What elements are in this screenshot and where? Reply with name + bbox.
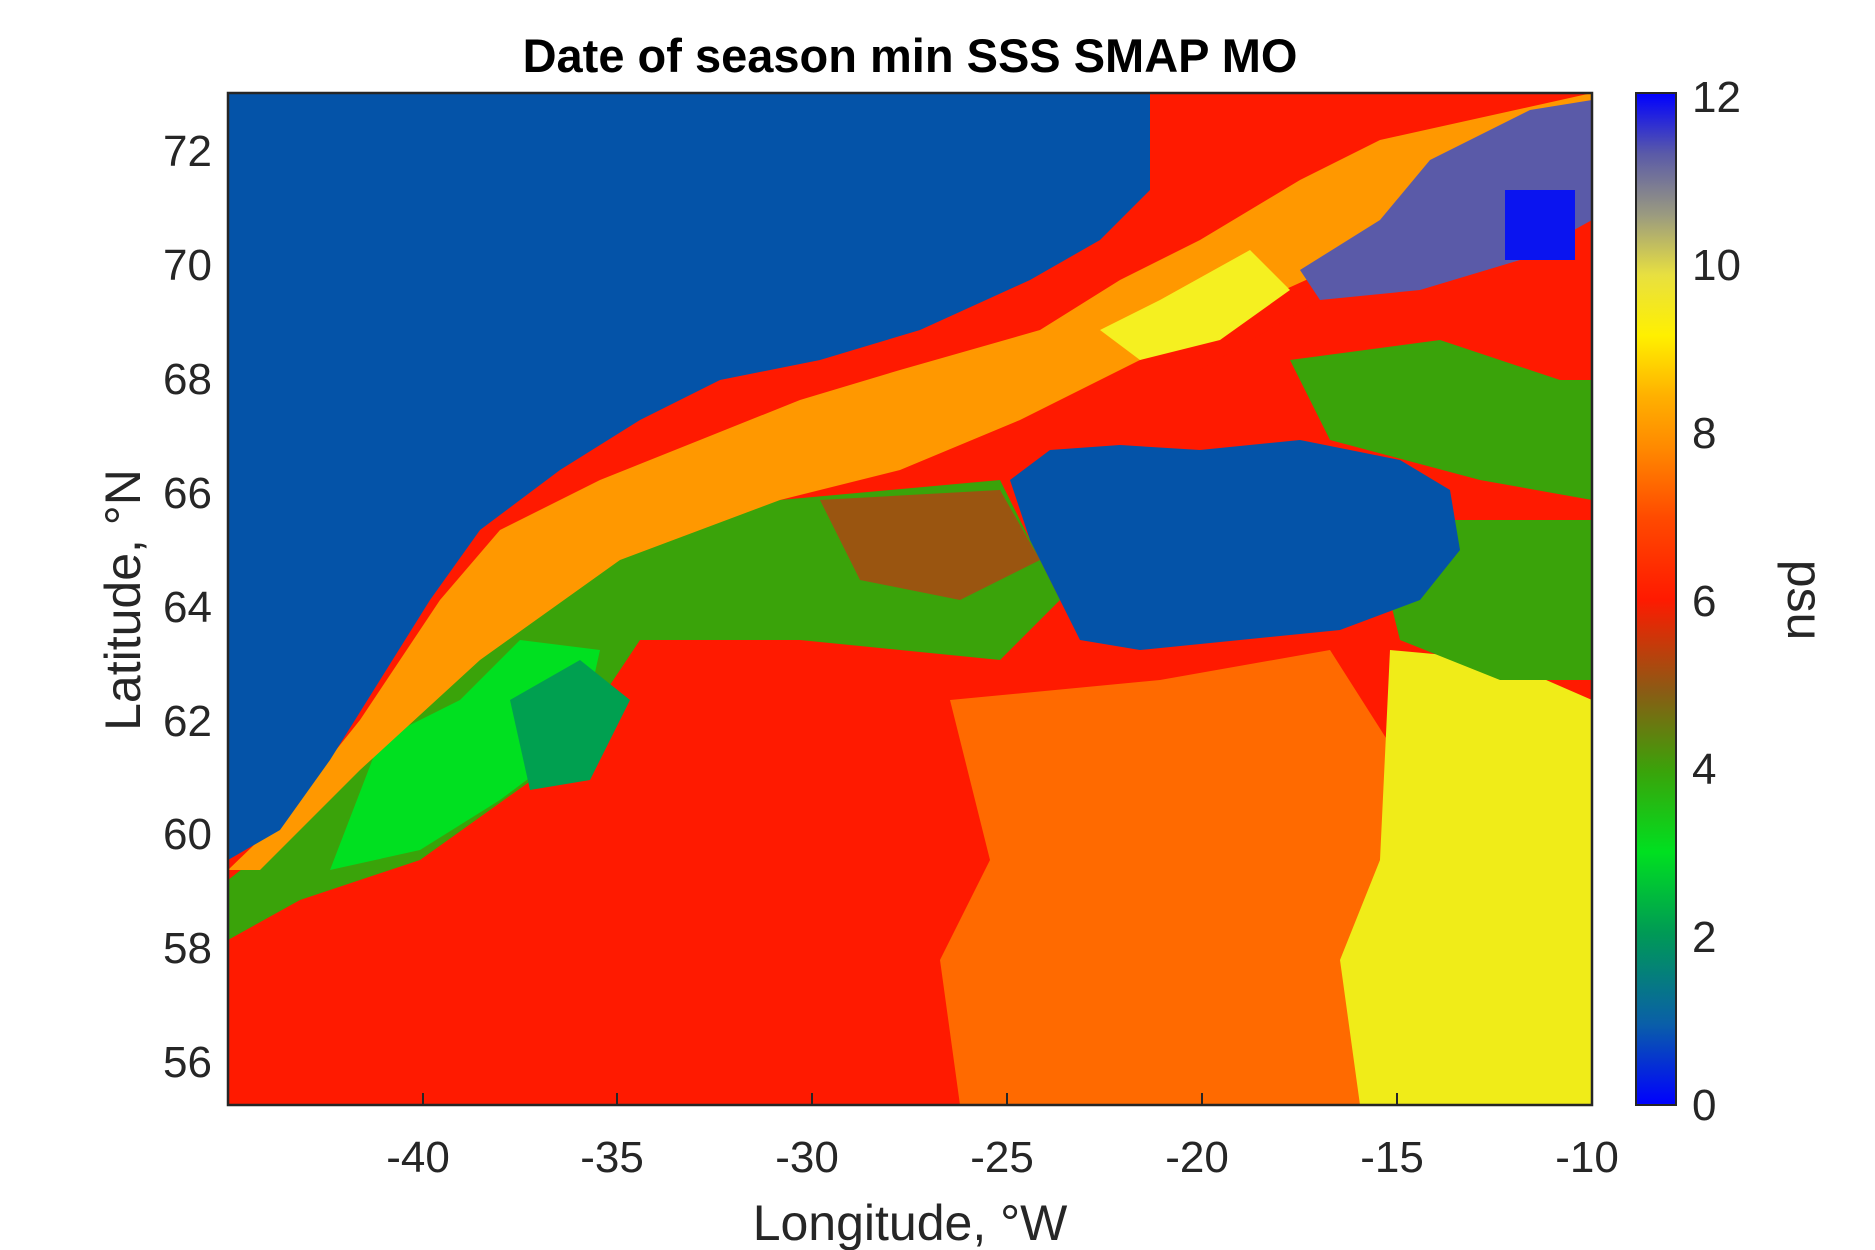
y-tick-label: 68 <box>163 355 212 404</box>
colorbar-tick-label: 2 <box>1692 913 1716 962</box>
colorbar: 0 2 4 6 8 10 12 psu <box>1635 73 1833 1130</box>
y-tick-label: 56 <box>163 1038 212 1087</box>
colorbar-tick-label: 8 <box>1692 409 1716 458</box>
y-axis-label: Latitude, °N <box>95 469 151 731</box>
plot-frame <box>226 91 1594 1107</box>
x-axis-label: Longitude, °W <box>753 1195 1068 1250</box>
y-tick-label: 60 <box>163 810 212 859</box>
iceland-land <box>1010 440 1460 650</box>
colorbar-tick-label: 12 <box>1692 73 1741 122</box>
colorbar-tick-label: 6 <box>1692 577 1716 626</box>
greenland-land <box>228 93 1150 860</box>
y-axis: 56 58 60 62 64 66 68 70 72 <box>163 127 212 1087</box>
y-tick-label: 70 <box>163 241 212 290</box>
x-tick-label: -20 <box>1165 1133 1229 1182</box>
region-brown <box>820 490 1040 600</box>
plot-area <box>228 93 1592 1105</box>
colorbar-tick-label: 4 <box>1692 745 1716 794</box>
region-east-yellow <box>1340 650 1592 1105</box>
colorbar-label: psu <box>1777 560 1833 641</box>
x-tick-label: -15 <box>1360 1133 1424 1182</box>
y-tick-label: 62 <box>163 697 212 746</box>
chart-title: Date of season min SSS SMAP MO <box>523 29 1298 82</box>
y-tick-label: 66 <box>163 469 212 518</box>
x-tick-label: -30 <box>775 1133 839 1182</box>
y-tick-label: 64 <box>163 583 212 632</box>
colorbar-tick-label: 10 <box>1692 241 1741 290</box>
x-tick-label: -35 <box>580 1133 644 1182</box>
region-teal-green <box>510 660 630 790</box>
x-axis: -40 -35 -30 -25 -20 -15 -10 <box>386 1093 1619 1182</box>
y-tick-label: 72 <box>163 127 212 176</box>
x-tick-label: -40 <box>386 1133 450 1182</box>
colorbar-tick-label: 0 <box>1692 1081 1716 1130</box>
colorbar-gradient <box>1635 92 1677 1106</box>
x-tick-label: -25 <box>970 1133 1034 1182</box>
y-tick-label: 58 <box>163 924 212 973</box>
region-northeast-green <box>1290 340 1592 500</box>
region-northeast-blue <box>1505 190 1575 260</box>
region-yellow-band <box>1100 250 1290 360</box>
x-tick-label: -10 <box>1555 1133 1619 1182</box>
